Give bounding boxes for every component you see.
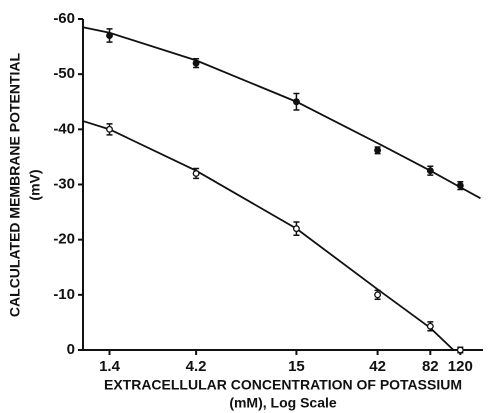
- y-tick-label: -40: [53, 120, 75, 137]
- y-tick-label: -60: [53, 10, 75, 27]
- x-tick-label: 4.2: [186, 358, 207, 375]
- data-point: [456, 346, 464, 354]
- y-tick-label: -30: [53, 175, 75, 192]
- data-point: [192, 170, 200, 177]
- data-point: [426, 322, 434, 330]
- data-point: [374, 146, 382, 154]
- x-axis-label: EXTRACELLULAR CONCENTRATION OF POTASSIUM: [104, 377, 462, 393]
- x-axis-label: (mM), Log Scale: [229, 395, 337, 411]
- data-point: [292, 98, 300, 106]
- data-point: [106, 125, 113, 133]
- y-tick-label: -50: [53, 65, 75, 82]
- x-tick-label: 15: [288, 358, 305, 375]
- x-tick-label: 82: [422, 358, 439, 375]
- y-tick-label: -10: [53, 286, 75, 303]
- x-tick-label: 1.4: [99, 358, 121, 375]
- fit-curve: [82, 26, 481, 200]
- fit-curve: [82, 120, 455, 351]
- data-point: [106, 32, 113, 39]
- y-tick-label: -20: [53, 231, 75, 248]
- data-point: [292, 225, 300, 233]
- y-tick-label: 0: [67, 341, 75, 358]
- data-point: [374, 291, 382, 299]
- x-tick-label: 42: [369, 358, 386, 375]
- y-axis-label: (mV): [27, 169, 43, 200]
- x-tick-label: 120: [448, 358, 473, 375]
- y-axis-label: CALCULATED MEMBRANE POTENTIAL: [7, 52, 23, 317]
- data-point: [426, 167, 434, 175]
- data-point: [192, 59, 200, 67]
- data-point: [456, 182, 464, 190]
